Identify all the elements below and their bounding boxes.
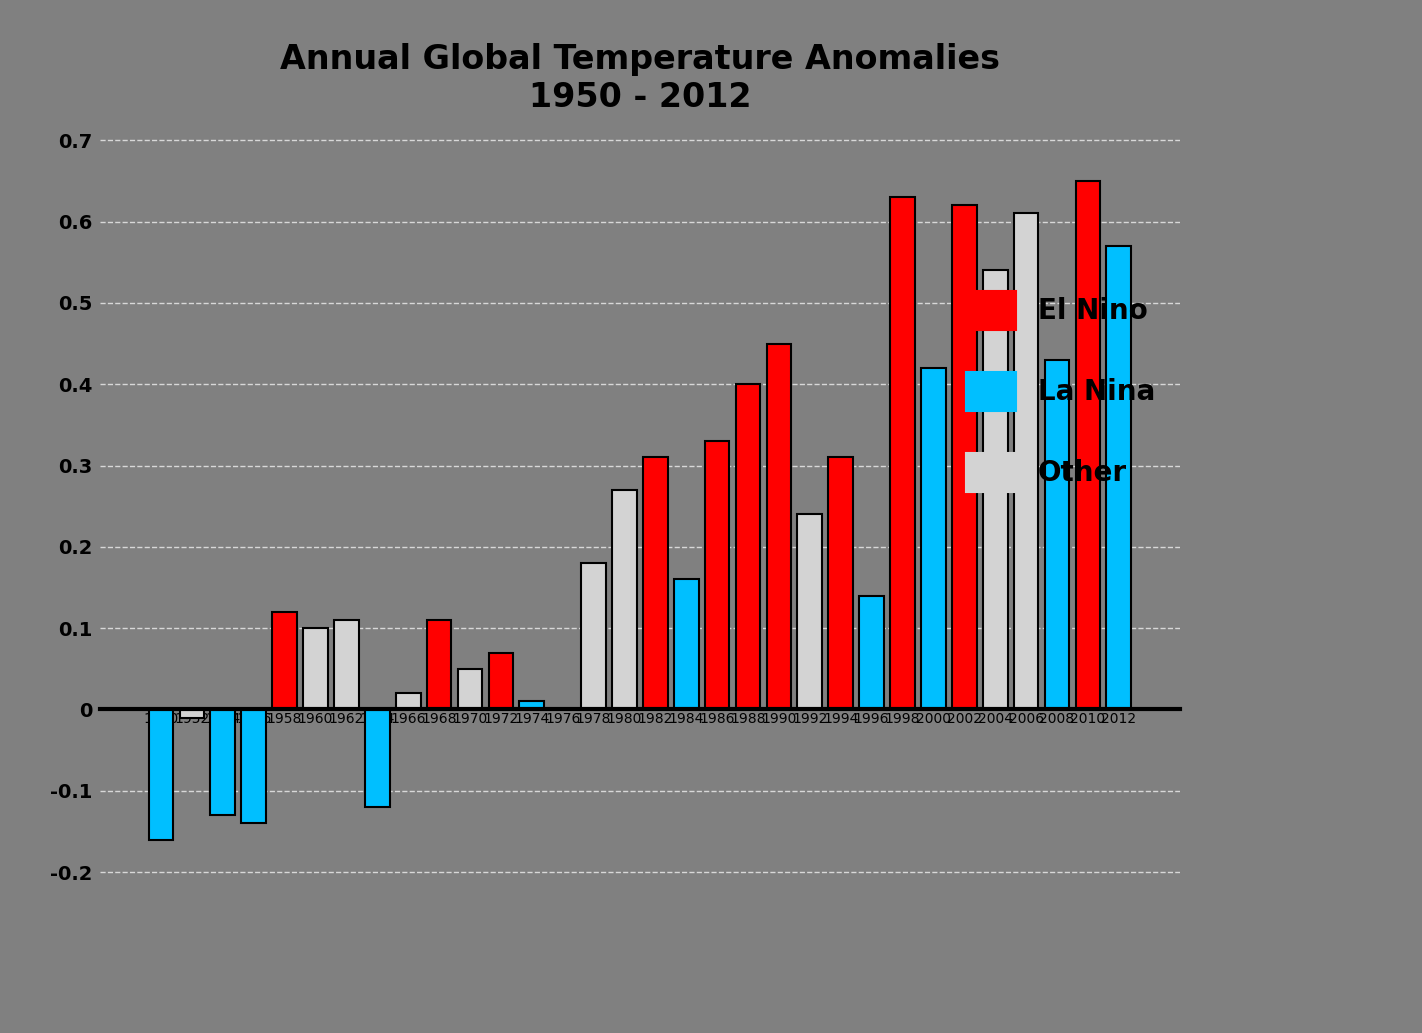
Bar [611, 490, 637, 710]
Bar [1106, 246, 1130, 710]
Bar [427, 620, 451, 710]
Bar [1045, 359, 1069, 710]
Bar [1075, 181, 1101, 710]
Bar [859, 596, 884, 710]
Bar [179, 710, 205, 718]
Bar [365, 710, 390, 807]
Legend: El Nino, La Nina, Other: El Nino, La Nina, Other [954, 280, 1166, 503]
Bar [674, 580, 698, 710]
Bar [1014, 214, 1038, 710]
Bar [303, 628, 328, 710]
Bar [582, 563, 606, 710]
Bar [458, 668, 482, 710]
Bar [766, 344, 791, 710]
Title: Annual Global Temperature Anomalies
1950 - 2012: Annual Global Temperature Anomalies 1950… [280, 43, 1000, 115]
Bar [983, 271, 1008, 710]
Bar [735, 384, 761, 710]
Bar [242, 710, 266, 823]
Bar [149, 710, 173, 840]
Bar [921, 368, 946, 710]
Bar [395, 693, 421, 710]
Bar [210, 710, 235, 815]
Bar [489, 653, 513, 710]
Bar [643, 458, 668, 710]
Bar [272, 612, 297, 710]
Bar [890, 197, 914, 710]
Bar [798, 514, 822, 710]
Bar [519, 701, 545, 710]
Bar [829, 458, 853, 710]
Bar [334, 620, 358, 710]
Bar [951, 206, 977, 710]
Bar [705, 441, 729, 710]
